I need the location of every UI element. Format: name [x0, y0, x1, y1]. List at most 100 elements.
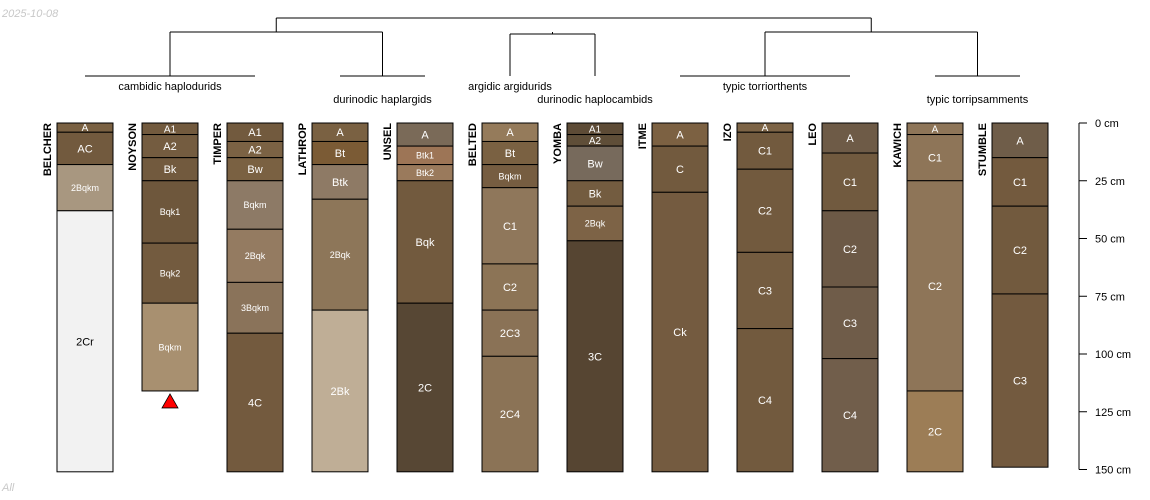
horizon-c1: [991, 157, 1049, 207]
horizon-label: C1: [928, 153, 942, 165]
horizon-label: 3C: [588, 351, 602, 363]
horizon-3bqkm: [226, 281, 284, 334]
horizon-label: C2: [758, 206, 772, 218]
horizon-c2: [991, 205, 1049, 295]
horizon-label: 2C: [928, 426, 942, 438]
truncation-marker: [161, 393, 179, 409]
horizon-label: A: [82, 123, 89, 134]
horizon-label: A: [336, 127, 344, 139]
horizon-bw: [566, 145, 624, 182]
horizon-label: 2Bqkm: [71, 183, 99, 193]
horizon-2cr: [56, 210, 114, 473]
horizon-2c: [906, 390, 964, 473]
horizon-c4: [821, 358, 879, 473]
horizon-label: Bt: [335, 148, 345, 160]
horizon-label: Bqkm: [158, 342, 181, 352]
taxon-label: durinodic haplocambids: [537, 94, 653, 106]
horizon-label: 2Bqk: [245, 251, 266, 261]
profile-name: UNSEL: [382, 123, 394, 161]
taxon-group: argidic argidurids: [468, 81, 552, 93]
horizon-label: 2Bk: [331, 386, 350, 398]
horizon-c1: [821, 152, 879, 212]
horizon-c2: [736, 168, 794, 253]
horizon-2c: [396, 302, 454, 473]
horizon-label: Btk: [332, 177, 348, 189]
horizon-c2: [906, 180, 964, 392]
profile-noyson: A1 A2 Bk Bqk1 Bqk2 Bqkm NOYSON: [127, 122, 199, 409]
profile-name: BELTED: [467, 123, 479, 166]
horizon-btk: [311, 164, 369, 200]
horizon-a: [821, 122, 879, 154]
taxon-group: durinodic haplargids: [333, 75, 432, 106]
profile-name: KAWICH: [892, 123, 904, 168]
profile-unsel: A Btk1 Btk2 Bqk 2C UNSEL: [382, 122, 454, 473]
horizon-bqk2: [141, 242, 199, 304]
horizon-bqk1: [141, 180, 199, 244]
horizon-c1: [736, 131, 794, 170]
horizon-label: Bqk1: [160, 207, 181, 217]
profile-name: NOYSON: [127, 123, 139, 171]
horizon-c2: [821, 210, 879, 288]
horizon-c1: [481, 187, 539, 265]
horizon-label: C1: [1013, 177, 1027, 189]
profile-belcher: A AC 2Bqkm 2Cr BELCHER: [42, 122, 114, 473]
horizon-label: C2: [928, 281, 942, 293]
horizon-label: Bk: [164, 164, 177, 176]
profile-name: LATHROP: [297, 123, 309, 175]
horizon-label: C3: [1013, 376, 1027, 388]
profile-name: ITME: [637, 123, 649, 149]
horizon-label: Bw: [587, 158, 602, 170]
horizon-2bk: [311, 309, 369, 473]
horizon-label: C2: [503, 282, 517, 294]
horizon-label: Bt: [505, 148, 515, 160]
horizon-c3: [736, 251, 794, 330]
profile-name: BELCHER: [42, 123, 54, 176]
horizon-label: A2: [163, 141, 176, 153]
horizon-2bqk: [226, 228, 284, 283]
horizon-label: 2Cr: [76, 336, 94, 348]
profile-belted: A Bt Bqkm C1 C2 2C3 2C4 BELTED: [467, 122, 539, 473]
taxon-label: typic torripsamments: [927, 94, 1029, 106]
profile-timper: A1 A2 Bw Bqkm 2Bqk 3Bqkm 4C TIMPER: [212, 122, 284, 473]
horizon-label: Bqkm: [243, 200, 266, 210]
axis-tick-label: 125 cm: [1095, 407, 1131, 419]
axis-tick-label: 150 cm: [1095, 465, 1131, 477]
axis-tick-label: 75 cm: [1095, 291, 1125, 303]
horizon-ac: [56, 131, 114, 166]
horizon-a: [991, 122, 1049, 159]
date-stamp: 2025-10-08: [2, 8, 59, 20]
profile-stumble: A C1 C2 C3 STUMBLE: [977, 122, 1049, 468]
profile-itme: A C Ck ITME: [637, 122, 709, 473]
taxon-group: typic torripsamments: [927, 75, 1029, 106]
horizon-label: A: [1016, 135, 1024, 147]
taxon-label: argidic argidurids: [468, 81, 552, 93]
horizon-c2: [481, 263, 539, 311]
horizon-c: [651, 145, 709, 193]
taxon-label: durinodic haplargids: [333, 94, 432, 106]
horizon-label: A2: [248, 145, 261, 157]
horizon-label: A2: [589, 136, 602, 147]
taxon-label: typic torriorthents: [723, 81, 808, 93]
horizon-bk: [566, 180, 624, 207]
profile-name: STUMBLE: [977, 123, 989, 176]
horizon-label: Ck: [673, 327, 687, 339]
horizon-label: C1: [503, 221, 517, 233]
horizon-label: A: [932, 124, 939, 135]
horizon-label: 4C: [248, 397, 262, 409]
axis-tick-label: 50 cm: [1095, 234, 1125, 246]
corner-label: All: [2, 482, 15, 494]
horizon-label: 2C4: [500, 409, 520, 421]
horizon-label: A1: [248, 127, 261, 139]
horizon-label: C3: [843, 318, 857, 330]
axis-tick-label: 0 cm: [1095, 118, 1119, 130]
horizon-label: Bqkm: [498, 171, 521, 181]
horizon-c4: [736, 328, 794, 473]
horizon-ck: [651, 191, 709, 473]
horizon-label: Btk2: [416, 168, 434, 178]
horizon-3c: [566, 240, 624, 473]
taxon-group: typic torriorthents: [680, 75, 850, 93]
horizon-bqk: [396, 180, 454, 304]
horizon-label: C: [676, 164, 684, 176]
profile-name: TIMPER: [212, 123, 224, 165]
horizon-c3: [821, 286, 879, 360]
